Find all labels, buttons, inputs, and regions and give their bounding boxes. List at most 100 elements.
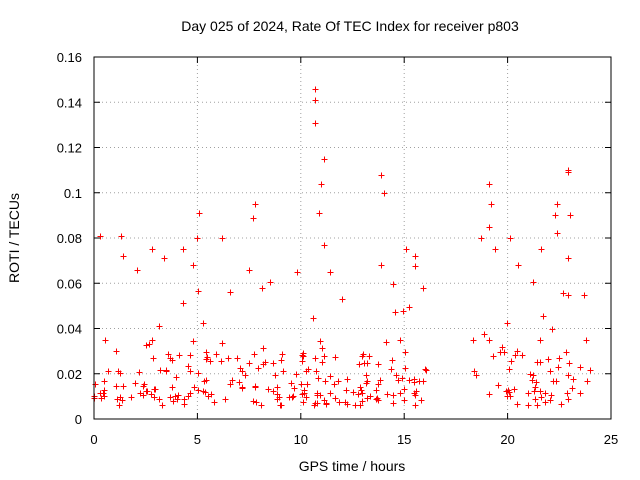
data-point [146, 341, 153, 348]
data-point [312, 97, 319, 104]
axis-ticks [93, 56, 612, 420]
data-point [581, 292, 588, 299]
data-point [364, 360, 371, 367]
data-point [312, 355, 319, 362]
data-point [542, 399, 549, 406]
data-point [159, 402, 166, 409]
data-point [375, 397, 382, 404]
data-point [194, 235, 201, 242]
data-point [315, 375, 322, 382]
data-point [137, 390, 144, 397]
data-point [332, 354, 339, 361]
data-point [267, 279, 274, 286]
data-point [187, 368, 194, 375]
data-point [259, 285, 266, 292]
data-point [511, 386, 518, 393]
data-point [567, 212, 574, 219]
data-point [97, 390, 104, 397]
data-point [242, 372, 249, 379]
data-point [542, 390, 549, 397]
data-point [534, 402, 541, 409]
data-point [278, 402, 285, 409]
data-point [538, 394, 545, 401]
data-point [392, 309, 399, 316]
x-tick-label: 10 [294, 432, 308, 447]
data-point [190, 338, 197, 345]
data-point [537, 388, 544, 395]
data-point [105, 368, 112, 375]
data-point [156, 323, 163, 330]
data-point [97, 233, 104, 240]
data-point [113, 383, 120, 390]
data-point [527, 371, 534, 378]
data-point [412, 392, 419, 399]
data-point [204, 354, 211, 361]
data-point [260, 345, 267, 352]
data-point [144, 388, 151, 395]
data-point [402, 365, 409, 372]
data-point [156, 396, 163, 403]
data-point [258, 402, 265, 409]
data-point [532, 396, 539, 403]
data-point [237, 365, 244, 372]
data-point [397, 337, 404, 344]
y-tick-label: 0.16 [57, 50, 82, 65]
data-point [208, 391, 215, 398]
data-point [225, 355, 232, 362]
data-point [207, 358, 214, 365]
y-tick-labels: 0 0.02 0.04 0.06 0.08 0.1 0.12 0.14 0.16 [57, 50, 82, 427]
data-point [175, 392, 182, 399]
data-point [149, 246, 156, 253]
data-point [196, 210, 203, 217]
data-point [504, 393, 511, 400]
data-point [229, 377, 236, 384]
data-point [120, 383, 127, 390]
data-point [227, 289, 234, 296]
data-point [508, 358, 515, 365]
data-point [304, 381, 311, 388]
data-point [300, 350, 307, 357]
data-point [148, 391, 155, 398]
data-point [239, 384, 246, 391]
y-tick-label: 0.04 [57, 322, 82, 337]
data-point [167, 394, 174, 401]
data-point [190, 262, 197, 269]
data-point [373, 387, 380, 394]
data-point [558, 401, 565, 408]
x-tick-label: 15 [397, 432, 411, 447]
data-point [222, 396, 229, 403]
data-point [397, 390, 404, 397]
data-point [470, 337, 477, 344]
data-point [356, 361, 363, 368]
data-point [327, 269, 334, 276]
data-point [118, 233, 125, 240]
data-point [416, 378, 423, 385]
data-point [298, 381, 305, 388]
data-point [403, 246, 410, 253]
data-point [530, 279, 537, 286]
data-point [383, 339, 390, 346]
data-point [116, 402, 123, 409]
y-tick-label: 0.1 [64, 186, 82, 201]
data-point [550, 378, 557, 385]
data-point [114, 396, 121, 403]
data-point [506, 366, 513, 373]
data-point [102, 337, 109, 344]
data-point [312, 86, 319, 93]
data-point [195, 370, 202, 377]
data-point [412, 402, 419, 409]
data-point [548, 392, 555, 399]
data-point [185, 363, 192, 370]
data-point [213, 351, 220, 358]
data-point [411, 379, 418, 386]
data-point [323, 401, 330, 408]
data-point [473, 372, 480, 379]
x-axis-label: GPS time / hours [299, 458, 406, 474]
data-point [363, 372, 370, 379]
data-point [219, 340, 226, 347]
data-point [252, 383, 259, 390]
data-point [300, 399, 307, 406]
data-point [321, 242, 328, 249]
data-point [358, 387, 365, 394]
data-point [490, 353, 497, 360]
